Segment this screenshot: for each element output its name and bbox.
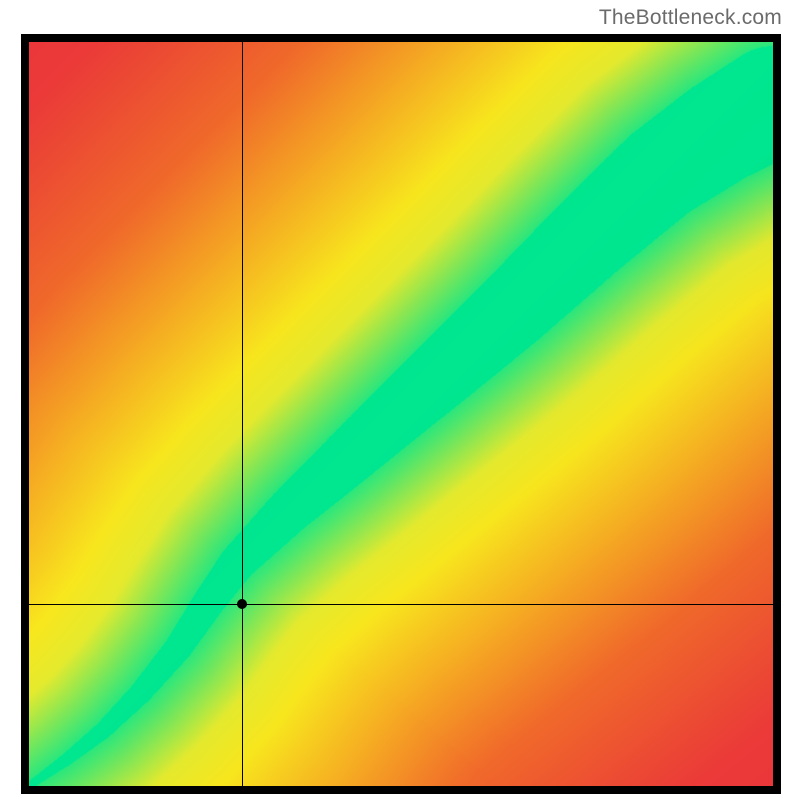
chart-frame <box>21 34 781 794</box>
heatmap-canvas <box>29 42 773 786</box>
selected-point-marker <box>237 599 247 609</box>
watermark-text: TheBottleneck.com <box>599 6 782 30</box>
crosshair-horizontal <box>29 604 773 605</box>
heatmap-plot <box>29 42 773 786</box>
crosshair-vertical <box>242 42 243 786</box>
